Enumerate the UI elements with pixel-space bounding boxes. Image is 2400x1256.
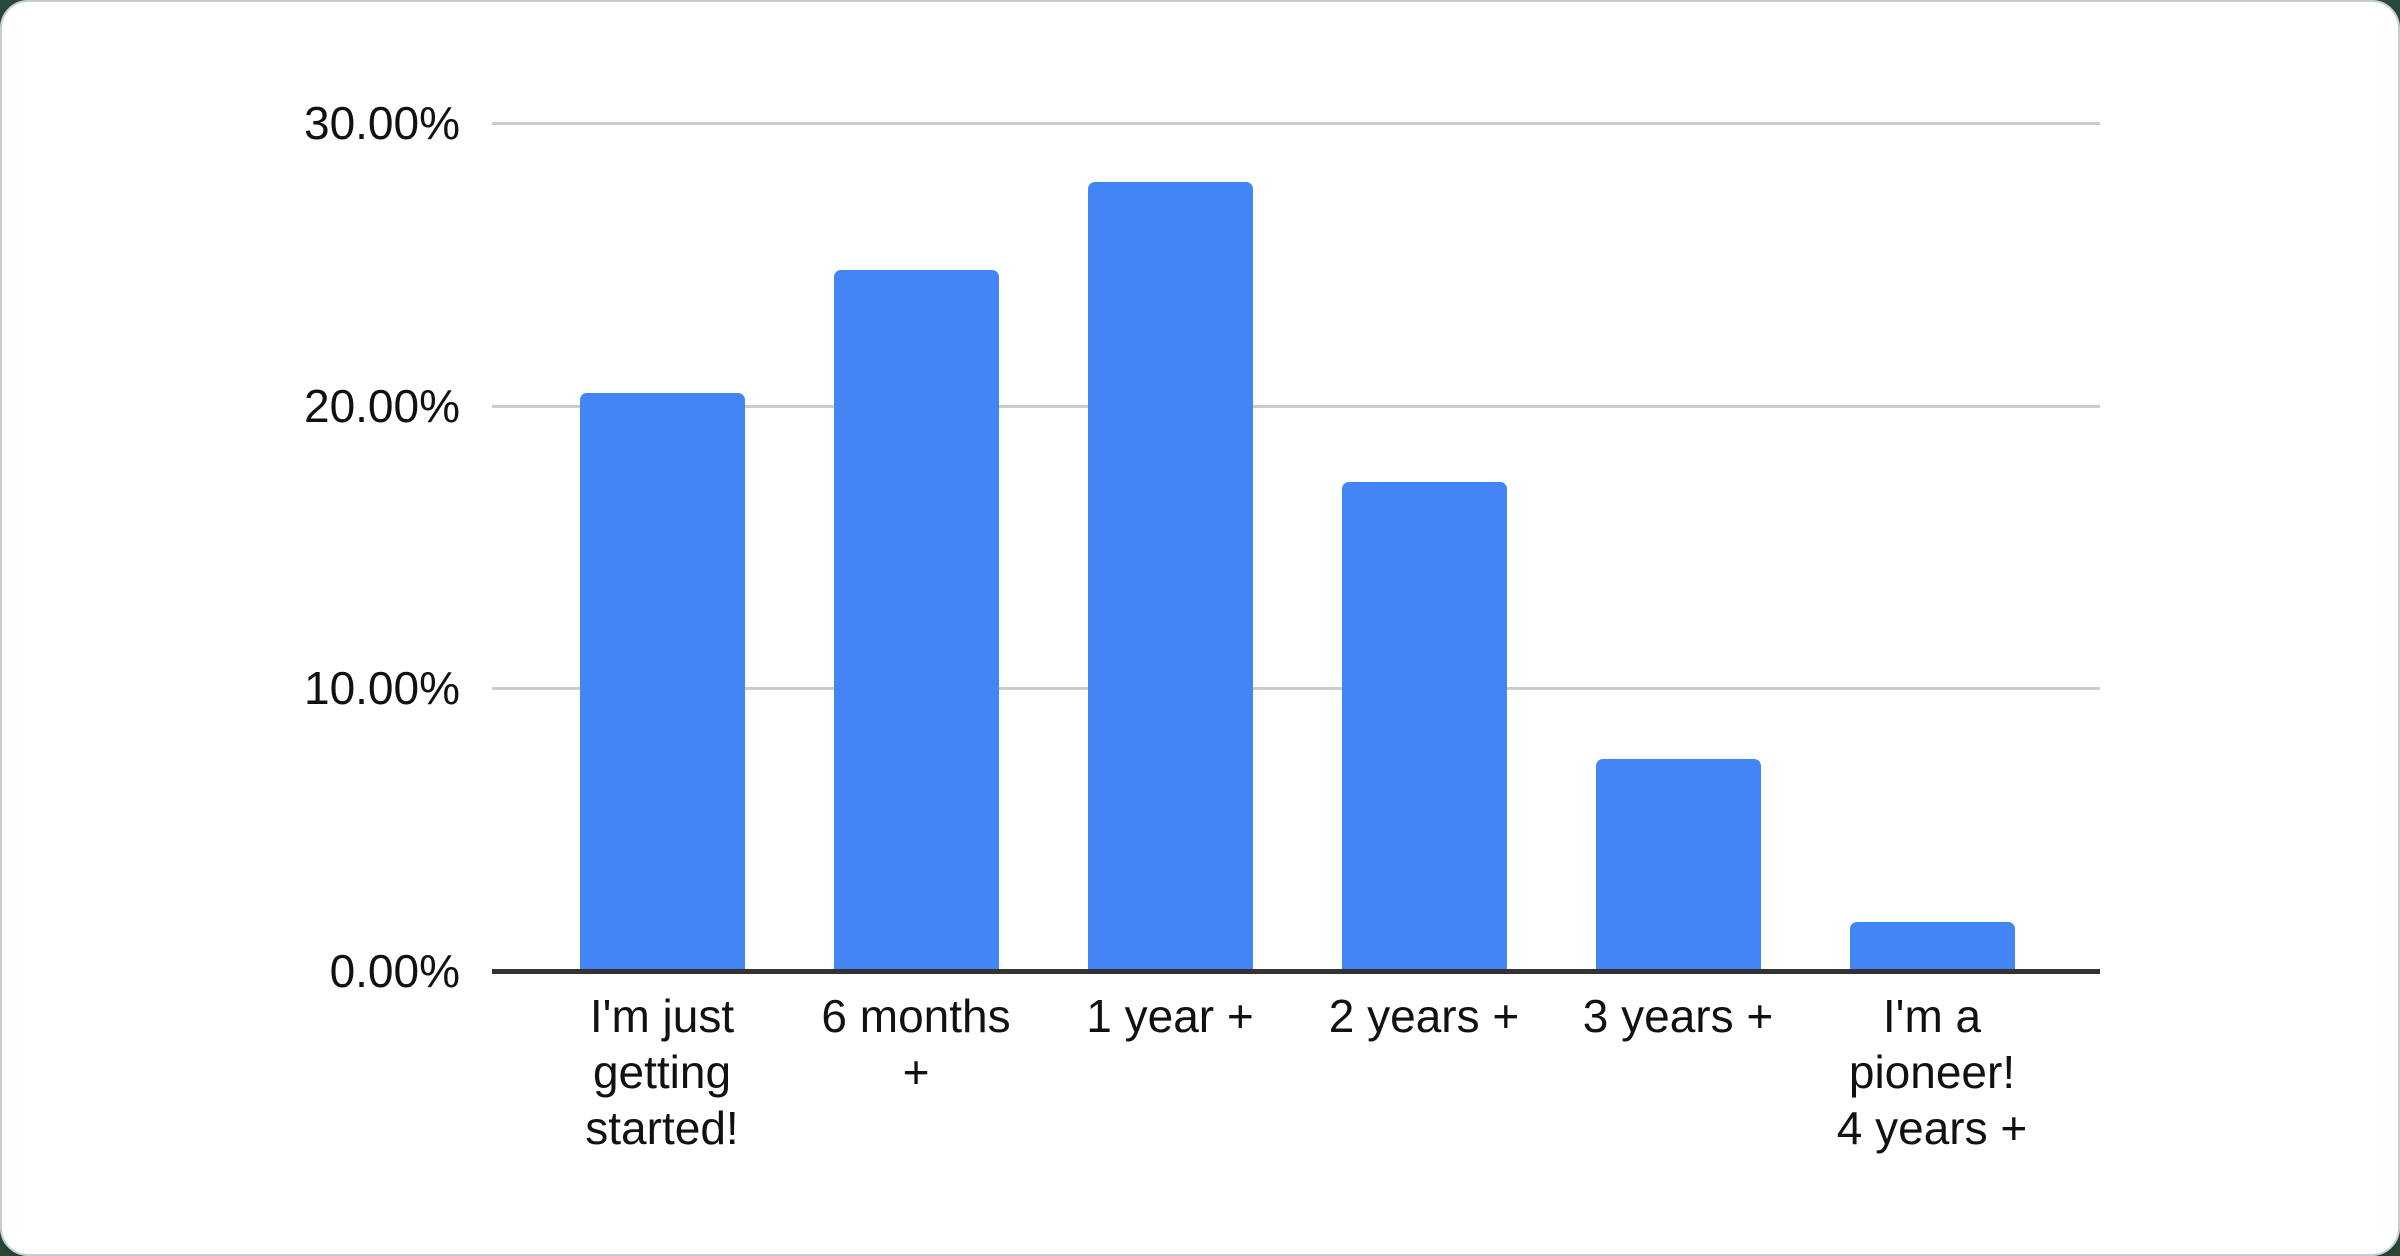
- x-axis-line: [492, 969, 2100, 974]
- y-axis-tick-label: 30.00%: [303, 97, 460, 149]
- x-axis-category-label: 6 months +: [821, 990, 1011, 1098]
- x-axis-category-label: I'm a pioneer! 4 years +: [1836, 990, 2028, 1154]
- gridline: [492, 122, 2100, 125]
- bar-6[interactable]: [1849, 921, 2015, 971]
- y-axis-tick-label: 0.00%: [329, 945, 460, 997]
- y-axis-tick-label: 10.00%: [303, 662, 460, 715]
- x-axis-category-label: 1 year +: [1086, 990, 1254, 1042]
- bar-2[interactable]: [833, 269, 999, 971]
- y-axis-tick-label: 20.00%: [303, 379, 460, 432]
- bar-5[interactable]: [1595, 759, 1761, 971]
- x-axis-category-label: 3 years +: [1582, 990, 1774, 1042]
- gridline: [492, 687, 2100, 691]
- x-axis-category-label: I'm just getting started!: [585, 990, 739, 1154]
- gridline: [492, 404, 2100, 408]
- bar-1[interactable]: [579, 392, 745, 971]
- bar-3[interactable]: [1087, 182, 1253, 971]
- x-axis-category-label: 2 years +: [1328, 990, 1520, 1042]
- bar-4[interactable]: [1341, 481, 1507, 971]
